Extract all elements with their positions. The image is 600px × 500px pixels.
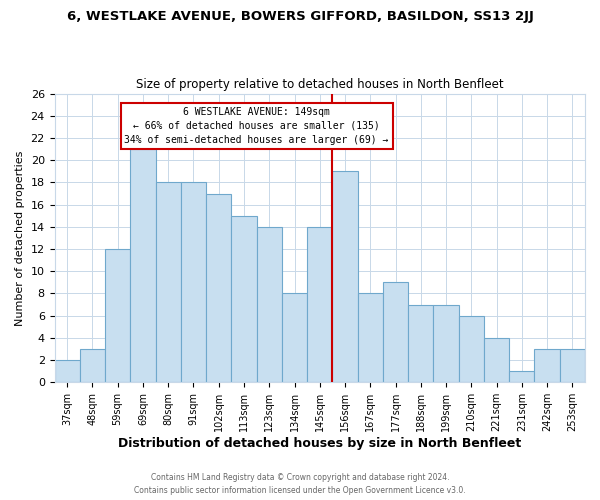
Bar <box>458 316 484 382</box>
Bar <box>383 282 408 382</box>
Bar <box>358 294 383 382</box>
Bar <box>155 182 181 382</box>
Bar <box>484 338 509 382</box>
Bar <box>80 349 105 382</box>
Bar <box>408 304 433 382</box>
Title: Size of property relative to detached houses in North Benfleet: Size of property relative to detached ho… <box>136 78 503 91</box>
Bar <box>307 227 332 382</box>
Bar <box>232 216 257 382</box>
Bar <box>282 294 307 382</box>
Bar <box>535 349 560 382</box>
Bar <box>105 249 130 382</box>
Bar <box>181 182 206 382</box>
Bar <box>433 304 458 382</box>
Bar <box>257 227 282 382</box>
Bar <box>332 172 358 382</box>
Bar <box>206 194 232 382</box>
Bar <box>55 360 80 382</box>
Bar <box>130 149 155 382</box>
Y-axis label: Number of detached properties: Number of detached properties <box>15 150 25 326</box>
Text: Contains HM Land Registry data © Crown copyright and database right 2024.
Contai: Contains HM Land Registry data © Crown c… <box>134 474 466 495</box>
Bar <box>560 349 585 382</box>
X-axis label: Distribution of detached houses by size in North Benfleet: Distribution of detached houses by size … <box>118 437 521 450</box>
Text: 6 WESTLAKE AVENUE: 149sqm
← 66% of detached houses are smaller (135)
34% of semi: 6 WESTLAKE AVENUE: 149sqm ← 66% of detac… <box>124 107 389 145</box>
Text: 6, WESTLAKE AVENUE, BOWERS GIFFORD, BASILDON, SS13 2JJ: 6, WESTLAKE AVENUE, BOWERS GIFFORD, BASI… <box>67 10 533 23</box>
Bar <box>509 371 535 382</box>
